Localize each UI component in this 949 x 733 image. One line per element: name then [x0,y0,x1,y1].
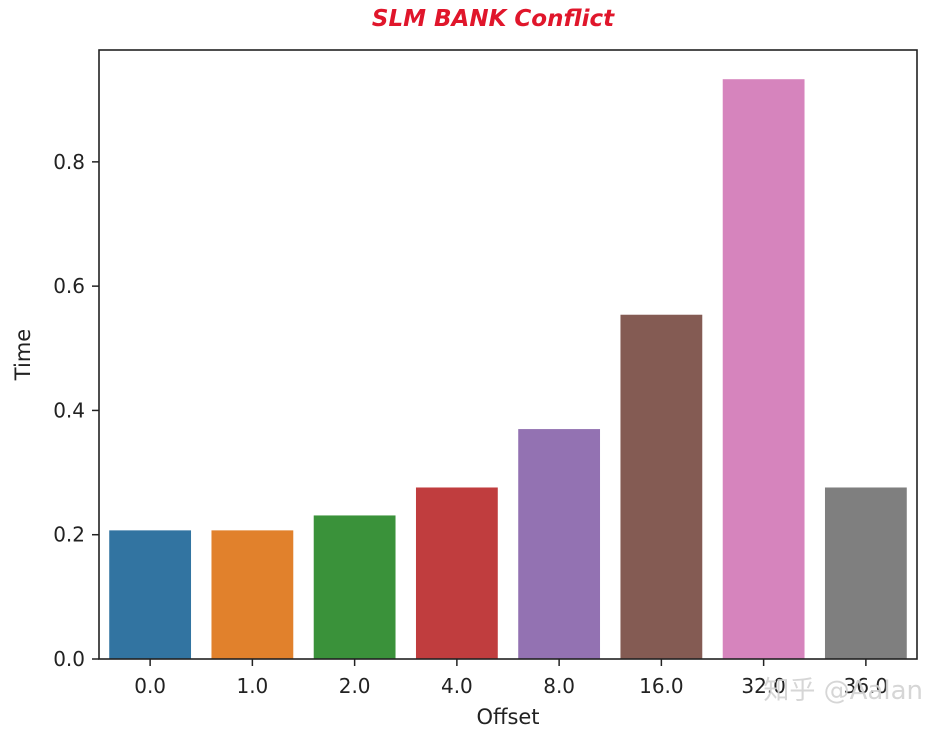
bar-8.0 [518,429,601,659]
y-axis: 0.0 0.2 0.4 0.6 0.8 [53,150,99,671]
bars-group [109,79,907,659]
x-tick-label: 32.0 [741,674,786,698]
bar-36.0 [824,487,907,659]
plot-frame [98,49,918,660]
x-tick-label: 8.0 [543,674,575,698]
x-tick-label: 4.0 [441,674,473,698]
x-tick-label: 2.0 [339,674,371,698]
chart-title: SLM BANK Conflict [371,6,615,32]
y-axis-label: Time [11,329,35,381]
x-tick-label: 1.0 [236,674,268,698]
y-tick-label: 0.8 [53,150,85,174]
y-tick-label: 0.6 [53,274,85,298]
bar-32.0 [722,79,805,659]
bar-16.0 [620,314,703,659]
x-tick-label: 36.0 [844,674,889,698]
watermark: 知乎 @Aalan [763,676,923,706]
x-axis-label: Offset [476,705,539,729]
bar-2.0 [313,515,396,659]
y-tick-label: 0.2 [53,523,85,547]
y-tick-label: 0.4 [53,398,85,422]
x-tick-label: 0.0 [134,674,166,698]
bar-4.0 [415,487,498,659]
x-tick-label: 16.0 [639,674,684,698]
y-tick-label: 0.0 [53,647,85,671]
bar-1.0 [211,530,294,659]
x-axis: 0.0 1.0 2.0 4.0 8.0 16.0 32.0 36.0 [134,659,888,698]
bar-0.0 [109,530,192,659]
